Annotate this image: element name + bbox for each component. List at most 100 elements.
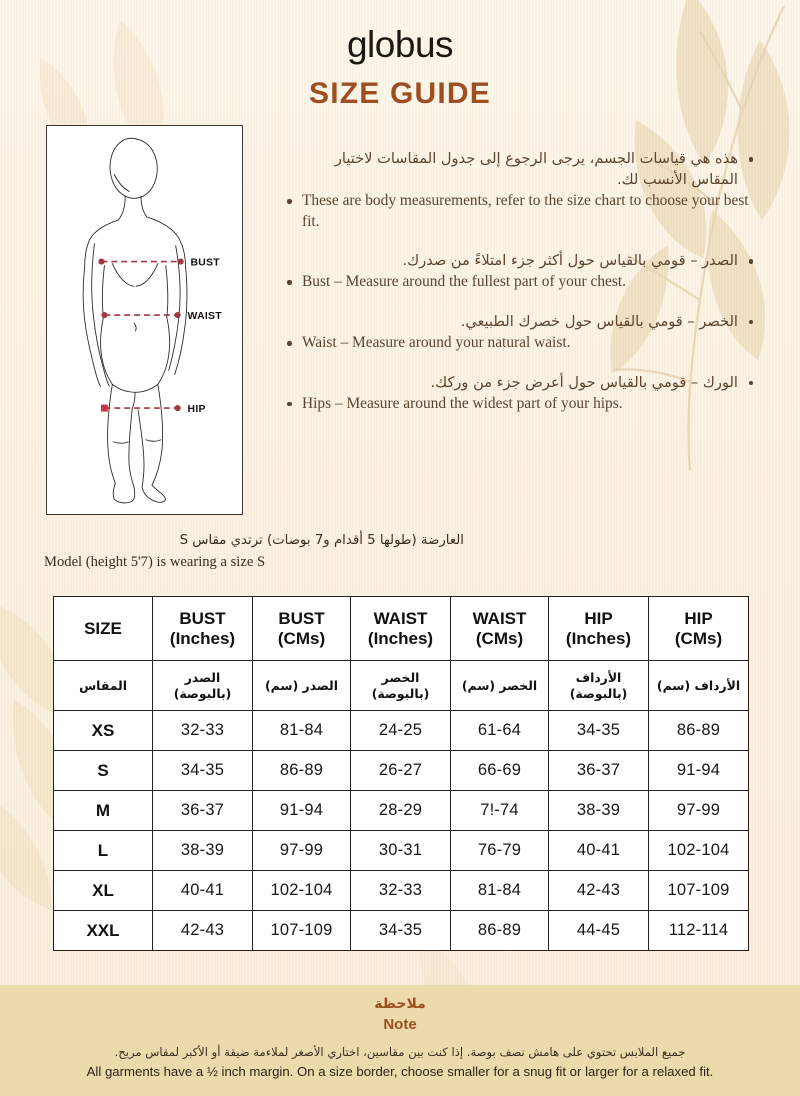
instruction-group-hips: الورك – قومي بالقياس حول أعرض جزء من ورك… bbox=[285, 372, 755, 415]
cell-hip-in: 42-43 bbox=[548, 870, 649, 911]
size-chart: SIZE BUST (Inches) BUST (CMs) WAIST (Inches… bbox=[53, 596, 749, 951]
cell-bust-in: 34-35 bbox=[152, 750, 253, 791]
header-size-label: SIZE bbox=[84, 618, 122, 638]
table-row: S 34-35 86-89 26-27 66-69 36-37 91-94 bbox=[53, 750, 749, 791]
cell-bust-in: 42-43 bbox=[152, 910, 253, 951]
model-caption: العارضة (طولها 5 أقدام و7 بوصات) ترتدي م… bbox=[44, 532, 464, 572]
instruction-hips-en: Hips – Measure around the widest part of… bbox=[285, 394, 755, 414]
cell-size: XL bbox=[53, 870, 153, 911]
note-heading-ar: ملاحظة bbox=[374, 996, 426, 1012]
cell-waist-in: 26-27 bbox=[350, 750, 451, 791]
cell-bust-in: 38-39 bbox=[152, 830, 253, 871]
cell-hip-in: 40-41 bbox=[548, 830, 649, 871]
instruction-waist-en: Waist – Measure around your natural wais… bbox=[285, 333, 755, 353]
header-bust-in: BUST (Inches) bbox=[152, 596, 253, 661]
header-waist-cm-ar: الخصر (سم) bbox=[450, 660, 549, 711]
header-hip-cm: HIP (CMs) bbox=[648, 596, 749, 661]
size-chart-table: SIZE BUST (Inches) BUST (CMs) WAIST (Inches… bbox=[53, 596, 749, 951]
cell-hip-cm: 97-99 bbox=[648, 790, 749, 831]
header-waist-in-ar: الخصر (بالبوصة) bbox=[350, 660, 451, 711]
cell-bust-in: 32-33 bbox=[152, 710, 253, 751]
header-waist-cm: WAIST (CMs) bbox=[450, 596, 549, 661]
cell-size: XXL bbox=[53, 910, 153, 951]
note-body-en: All garments have a ½ inch margin. On a … bbox=[86, 1064, 714, 1080]
cell-waist-cm: 81-84 bbox=[450, 870, 549, 911]
cell-hip-in: 44-45 bbox=[548, 910, 649, 951]
header-hip-cm-ar: الأرداف (سم) bbox=[648, 660, 749, 711]
header-bust-cm-ar: الصدر (سم) bbox=[252, 660, 351, 711]
table-row: M 36-37 91-94 28-29 7!-74 38-39 97-99 bbox=[53, 790, 749, 831]
instruction-group-general: هذه هي قياسات الجسم، يرجى الرجوع إلى جدو… bbox=[285, 148, 755, 232]
body-figure-panel: BUST WAIST HIP bbox=[46, 125, 243, 515]
waist-label: WAIST bbox=[188, 311, 223, 322]
waist-measurement-line bbox=[101, 311, 181, 319]
cell-waist-cm: 76-79 bbox=[450, 830, 549, 871]
cell-waist-in: 34-35 bbox=[350, 910, 451, 951]
cell-hip-cm: 102-104 bbox=[648, 830, 749, 871]
header-hip-in: HIP (Inches) bbox=[548, 596, 649, 661]
instruction-general-en: These are body measurements, refer to th… bbox=[285, 191, 755, 232]
hip-label: HIP bbox=[188, 404, 206, 415]
instruction-bust-ar: الصدر – قومي بالقياس حول أكثر جزء امتلاء… bbox=[285, 250, 755, 271]
instruction-waist-ar: الخصر – قومي بالقياس حول خصرك الطبيعي. bbox=[285, 311, 755, 332]
header-hip-in-label: HIP (Inches) bbox=[565, 609, 632, 648]
note-heading-en: Note bbox=[383, 1016, 417, 1034]
table-row: XL 40-41 102-104 32-33 81-84 42-43 107-1… bbox=[53, 870, 749, 911]
cell-waist-cm: 86-89 bbox=[450, 910, 549, 951]
header-waist-in-label: WAIST (Inches) bbox=[367, 609, 434, 648]
cell-waist-cm: 7!-74 bbox=[450, 790, 549, 831]
header-bust-in-label: BUST (Inches) bbox=[169, 609, 236, 648]
cell-waist-in: 24-25 bbox=[350, 710, 451, 751]
cell-size: S bbox=[53, 750, 153, 791]
bust-label: BUST bbox=[191, 258, 221, 269]
table-row: XXL 42-43 107-109 34-35 86-89 44-45 112-… bbox=[53, 910, 749, 951]
cell-bust-in: 36-37 bbox=[152, 790, 253, 831]
cell-bust-cm: 97-99 bbox=[252, 830, 351, 871]
cell-waist-in: 30-31 bbox=[350, 830, 451, 871]
female-body-illustration: BUST WAIST HIP bbox=[82, 137, 223, 504]
cell-hip-cm: 112-114 bbox=[648, 910, 749, 951]
cell-hip-in: 38-39 bbox=[548, 790, 649, 831]
cell-hip-in: 34-35 bbox=[548, 710, 649, 751]
footer-note-band: ملاحظة Note جميع الملابس تحتوي على هامش … bbox=[0, 985, 800, 1096]
cell-waist-in: 32-33 bbox=[350, 870, 451, 911]
cell-bust-cm: 81-84 bbox=[252, 710, 351, 751]
measurement-instructions: هذه هي قياسات الجسم، يرجى الرجوع إلى جدو… bbox=[285, 148, 755, 415]
cell-bust-cm: 107-109 bbox=[252, 910, 351, 951]
cell-bust-cm: 102-104 bbox=[252, 870, 351, 911]
cell-size: M bbox=[53, 790, 153, 831]
page-title: SIZE GUIDE bbox=[308, 76, 492, 110]
header-waist-in: WAIST (Inches) bbox=[350, 596, 451, 661]
hip-measurement-line bbox=[100, 404, 181, 412]
cell-bust-cm: 91-94 bbox=[252, 790, 351, 831]
header-waist-cm-label: WAIST (CMs) bbox=[472, 609, 527, 648]
model-caption-en: Model (height 5'7) is wearing a size S bbox=[44, 553, 266, 570]
instruction-bust-en: Bust – Measure around the fullest part o… bbox=[285, 272, 755, 292]
cell-hip-cm: 86-89 bbox=[648, 710, 749, 751]
header-hip-in-ar: الأرداف (بالبوصة) bbox=[548, 660, 649, 711]
instruction-hips-ar: الورك – قومي بالقياس حول أعرض جزء من ورك… bbox=[285, 372, 755, 393]
cell-bust-in: 40-41 bbox=[152, 870, 253, 911]
header-bust-cm: BUST (CMs) bbox=[252, 596, 351, 661]
instruction-group-bust: الصدر – قومي بالقياس حول أكثر جزء امتلاء… bbox=[285, 250, 755, 293]
header-size-ar: المقاس bbox=[53, 660, 153, 711]
header: globus SIZE GUIDE bbox=[0, 25, 800, 111]
cell-waist-in: 28-29 bbox=[350, 790, 451, 831]
table-header-row-ar: المقاس الصدر (بالبوصة) الصدر (سم) الخصر … bbox=[53, 660, 749, 711]
cell-hip-in: 36-37 bbox=[548, 750, 649, 791]
note-body-ar: جميع الملابس تحتوي على هامش نصف بوصة. إذ… bbox=[114, 1044, 686, 1059]
header-size: SIZE bbox=[53, 596, 153, 661]
cell-waist-cm: 61-64 bbox=[450, 710, 549, 751]
cell-hip-cm: 91-94 bbox=[648, 750, 749, 791]
cell-size: XS bbox=[53, 710, 153, 751]
header-bust-cm-label: BUST (CMs) bbox=[277, 609, 326, 648]
header-bust-in-ar: الصدر (بالبوصة) bbox=[152, 660, 253, 711]
cell-waist-cm: 66-69 bbox=[450, 750, 549, 791]
table-header-row-en: SIZE BUST (Inches) BUST (CMs) WAIST (Inches… bbox=[53, 596, 749, 661]
cell-size: L bbox=[53, 830, 153, 871]
cell-hip-cm: 107-109 bbox=[648, 870, 749, 911]
table-row: L 38-39 97-99 30-31 76-79 40-41 102-104 bbox=[53, 830, 749, 871]
instruction-group-waist: الخصر – قومي بالقياس حول خصرك الطبيعي. W… bbox=[285, 311, 755, 354]
bust-measurement-line bbox=[98, 258, 184, 265]
